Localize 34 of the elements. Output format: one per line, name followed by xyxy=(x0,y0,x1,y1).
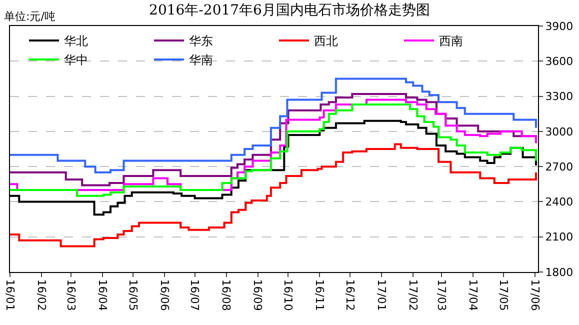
y-tick-label: 2100 xyxy=(545,230,574,244)
y-tick-label: 3600 xyxy=(545,54,574,68)
legend-label: 西北 xyxy=(314,34,338,48)
text: 单位:元/吨 xyxy=(4,10,56,23)
x-tick-label: 16/04 xyxy=(96,279,109,311)
x-tick-label: 17/05 xyxy=(496,279,510,311)
x-tick-label: 16/02 xyxy=(34,279,48,311)
x-tick-label: 16/03 xyxy=(64,279,78,311)
x-tick-label: 17/03 xyxy=(434,279,448,311)
legend-label: 华南 xyxy=(189,53,213,68)
y-tick-label: 2400 xyxy=(545,196,574,209)
x-tick-label: 16/11 xyxy=(313,279,326,311)
y-tick-label: 1800 xyxy=(545,266,574,279)
x-tick-label: 16/07 xyxy=(188,279,202,311)
x-tick-label: 17/04 xyxy=(466,279,480,311)
x-tick-label: 16/06 xyxy=(158,279,171,311)
x-tick-label: 16/09 xyxy=(251,279,264,311)
x-tick-label: 16/05 xyxy=(126,279,140,311)
legend-label: 华东 xyxy=(189,34,213,48)
x-tick-label: 16/01 xyxy=(3,279,16,311)
legend-label: 华中 xyxy=(64,53,88,68)
legend-label: 西南 xyxy=(439,34,463,48)
y-tick-label: 3900 xyxy=(545,20,574,33)
x-tick-label: 16/08 xyxy=(220,279,233,311)
x-tick-label: 16/10 xyxy=(282,279,295,311)
chart-title: 2016年-2017年6月国内电石市场价格走势图 xyxy=(149,2,430,19)
x-tick-label: 16/12 xyxy=(344,279,357,311)
y-tick-label: 3300 xyxy=(545,90,574,104)
legend-label: 华北 xyxy=(64,34,88,48)
x-tick-label: 17/01 xyxy=(375,279,388,311)
y-tick-label: 2700 xyxy=(545,160,574,174)
y-tick-label: 3000 xyxy=(545,125,574,138)
x-tick-label: 17/02 xyxy=(406,279,420,311)
x-tick-label: 17/06 xyxy=(528,279,542,311)
